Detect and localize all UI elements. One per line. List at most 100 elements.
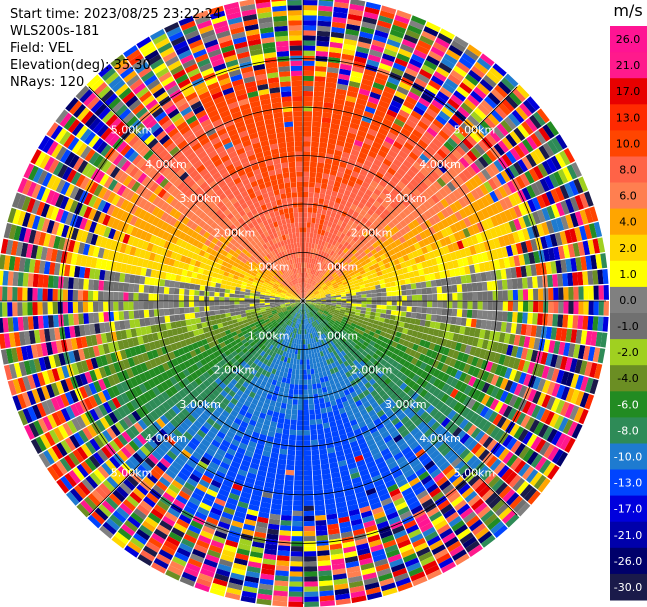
range-gate bbox=[336, 230, 343, 237]
range-gate bbox=[292, 515, 303, 522]
range-gate bbox=[403, 141, 414, 151]
range-gate bbox=[527, 276, 533, 289]
range-gate bbox=[304, 267, 307, 273]
range-gate bbox=[572, 242, 581, 257]
range-gate bbox=[474, 243, 482, 254]
range-gate bbox=[350, 274, 357, 279]
range-gate bbox=[515, 106, 529, 121]
range-gate bbox=[400, 43, 415, 54]
range-gate bbox=[386, 305, 392, 310]
range-gate bbox=[303, 525, 316, 532]
range-gate bbox=[392, 158, 403, 168]
range-gate bbox=[428, 251, 436, 259]
range-gate bbox=[386, 131, 398, 141]
range-gate bbox=[485, 271, 492, 281]
range-gate bbox=[482, 74, 497, 88]
range-gate bbox=[451, 308, 458, 317]
range-gate bbox=[316, 233, 321, 240]
range-gate bbox=[409, 318, 416, 325]
range-gate bbox=[303, 282, 305, 288]
range-gate bbox=[339, 125, 349, 132]
range-gate bbox=[538, 301, 544, 313]
range-gate bbox=[453, 36, 469, 48]
range-gate bbox=[303, 450, 312, 456]
range-gate bbox=[352, 199, 360, 207]
range-gate bbox=[315, 271, 320, 277]
range-gate bbox=[440, 228, 449, 238]
range-gate bbox=[303, 287, 305, 293]
range-gate bbox=[347, 196, 355, 204]
range-gate bbox=[407, 213, 416, 222]
range-gate bbox=[303, 65, 315, 71]
range-gate bbox=[420, 313, 427, 320]
range-gate bbox=[356, 294, 362, 298]
range-gate bbox=[369, 231, 377, 238]
range-gate bbox=[364, 212, 372, 220]
range-gate bbox=[467, 225, 476, 236]
range-gate bbox=[598, 301, 604, 316]
range-gate bbox=[295, 369, 300, 375]
range-gate bbox=[316, 530, 328, 536]
range-gate bbox=[482, 152, 493, 165]
range-gate bbox=[290, 546, 303, 552]
range-gate bbox=[304, 277, 306, 283]
range-gate bbox=[392, 62, 406, 72]
range-gate bbox=[314, 509, 326, 516]
range-gate bbox=[311, 280, 315, 286]
range-gate bbox=[311, 298, 317, 301]
range-gate bbox=[314, 276, 319, 282]
range-gate bbox=[423, 210, 433, 220]
range-gate bbox=[515, 266, 522, 278]
range-gate bbox=[362, 264, 369, 270]
range-gate bbox=[394, 238, 402, 247]
range-gate bbox=[303, 384, 308, 390]
range-gate bbox=[274, 580, 289, 587]
range-gate bbox=[323, 277, 328, 282]
range-gate bbox=[513, 255, 521, 267]
range-gate bbox=[303, 101, 313, 107]
range-gate bbox=[398, 81, 412, 91]
range-gate bbox=[481, 251, 489, 262]
range-gate bbox=[280, 515, 292, 521]
range-gate bbox=[519, 173, 531, 187]
range-gate bbox=[293, 485, 303, 491]
range-gate bbox=[372, 114, 384, 123]
range-gate bbox=[293, 394, 299, 400]
range-gate bbox=[530, 182, 541, 197]
range-gate bbox=[318, 288, 324, 292]
range-gate bbox=[493, 143, 505, 156]
range-gate bbox=[303, 495, 314, 501]
range-gate bbox=[303, 293, 306, 299]
range-gate bbox=[321, 122, 331, 129]
range-gate bbox=[442, 245, 450, 255]
range-gate bbox=[329, 256, 335, 262]
range-gate bbox=[398, 109, 410, 119]
range-gate bbox=[531, 197, 542, 211]
range-gate bbox=[425, 187, 435, 197]
range-gate bbox=[498, 102, 511, 116]
range-gate bbox=[348, 80, 361, 89]
range-gate bbox=[383, 232, 391, 240]
range-gate bbox=[305, 296, 310, 300]
range-gate bbox=[340, 199, 347, 206]
range-gate bbox=[475, 186, 485, 198]
range-gate bbox=[347, 180, 356, 188]
range-gate bbox=[303, 394, 309, 400]
range-gate bbox=[485, 133, 497, 146]
range-gate bbox=[303, 505, 314, 512]
range-gate bbox=[291, 526, 303, 532]
range-gate bbox=[297, 420, 303, 426]
range-gate bbox=[346, 295, 352, 299]
range-gate bbox=[348, 127, 358, 135]
range-gate bbox=[330, 164, 339, 172]
range-gate bbox=[303, 364, 307, 370]
range-gate bbox=[487, 301, 493, 311]
range-gate bbox=[395, 263, 402, 270]
range-gate bbox=[328, 133, 338, 140]
range-gate bbox=[318, 250, 322, 256]
range-gate bbox=[377, 167, 387, 176]
range-gate bbox=[466, 309, 473, 318]
range-gate bbox=[486, 250, 494, 261]
range-gate bbox=[467, 203, 477, 215]
range-gate bbox=[440, 144, 451, 156]
